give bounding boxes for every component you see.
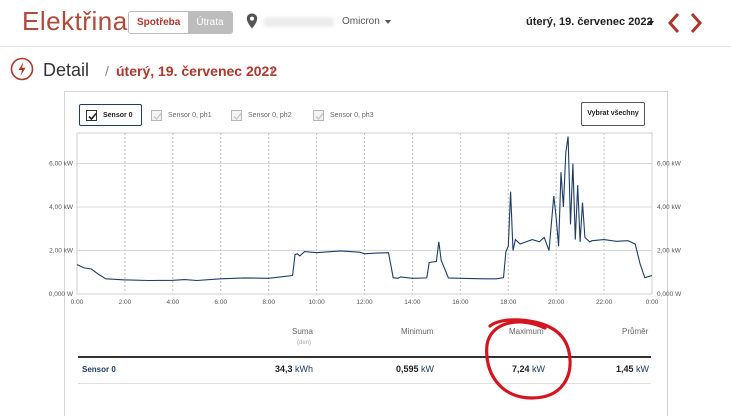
unit: kW (421, 364, 435, 374)
x-tick-label: 8:00 (262, 299, 275, 306)
table-header-line (78, 356, 651, 358)
series-line-sensor-0 (76, 136, 653, 282)
sensor-toggle-sensor-0[interactable]: Sensor 0 (79, 104, 142, 126)
header-divider (0, 46, 731, 47)
checkbox[interactable] (86, 109, 97, 121)
row-label-sensor-0: Sensor 0 (82, 365, 116, 374)
date-select[interactable]: úterý, 19. červenec 2022 (526, 16, 653, 28)
lightning-icon (10, 57, 34, 81)
plot-frame (76, 132, 653, 295)
value: 0,595 (396, 364, 419, 374)
value: 1,45 (616, 364, 634, 374)
col-header-minimum: Minimum (401, 327, 434, 336)
x-tick-label: 4:00 (167, 299, 180, 306)
checkmark-icon (233, 112, 242, 120)
prev-day-arrow-icon[interactable] (666, 12, 682, 34)
chevron-down-icon[interactable] (385, 20, 391, 24)
value: 34,3 (275, 364, 293, 374)
sensor-label: Sensor 0, ph2 (248, 111, 292, 119)
y-tick-label-left: 0,000 W (49, 291, 74, 298)
checkbox[interactable] (313, 109, 324, 121)
y-tick-label-right: 4,00 kW (657, 204, 682, 211)
unit: kW (636, 364, 650, 374)
x-tick-label: 6:00 (214, 299, 227, 306)
y-tick-label-right: 0,000 W (657, 291, 682, 298)
tab-spotreba[interactable]: Spotřeba (129, 12, 189, 33)
x-tick-label: 14:00 (404, 299, 421, 306)
chevron-down-icon[interactable] (648, 21, 654, 25)
value: 7,24 (512, 364, 530, 374)
checkmark-icon (315, 112, 324, 120)
checkbox[interactable] (151, 109, 162, 121)
breadcrumb-separator: / (105, 63, 109, 79)
sensor-label: Sensor 0 (103, 111, 133, 119)
cell-maximum: 7,24 kW (512, 364, 545, 374)
checkbox[interactable] (231, 109, 242, 121)
sensor-toggle-ph2[interactable]: Sensor 0, ph2 (231, 104, 292, 126)
breadcrumb-date[interactable]: úterý, 19. červenec 2022 (116, 63, 278, 79)
table-row-line (78, 383, 651, 384)
col-header-maximum: Maximum (509, 327, 544, 336)
breadcrumb-separator: / (270, 63, 274, 79)
col-subheader-den: (den) (297, 340, 312, 346)
checkmark-icon (88, 112, 97, 120)
x-tick-label: 16:00 (452, 299, 469, 306)
y-tick-label-left: 4,00 kW (49, 204, 74, 211)
sensor-toggle-ph1[interactable]: Sensor 0, ph1 (151, 104, 212, 126)
y-tick-label-right: 6,00 kW (657, 160, 682, 167)
x-tick-label: 2:00 (119, 299, 132, 306)
x-tick-label: 0:00 (71, 299, 84, 306)
y-tick-label-left: 2,00 kW (49, 247, 74, 254)
sensor-label: Sensor 0, ph3 (330, 111, 374, 119)
sensor-toggle-ph3[interactable]: Sensor 0, ph3 (313, 104, 374, 126)
cell-prumer: 1,45 kW (616, 364, 649, 374)
y-tick-label-left: 6,00 kW (49, 160, 74, 167)
col-header-suma: Suma (292, 327, 313, 336)
next-day-arrow-icon[interactable] (688, 12, 704, 34)
sensor-label: Sensor 0, ph1 (168, 111, 212, 119)
select-all-button[interactable]: Vybrat všechny (581, 102, 645, 126)
tab-utrata[interactable]: Útrata (188, 12, 232, 33)
checkmark-icon (153, 112, 162, 120)
location-select[interactable]: Omicron (342, 16, 380, 27)
x-tick-label: 18:00 (500, 299, 517, 306)
cell-minimum: 0,595 kW (396, 364, 434, 374)
y-tick-label-right: 2,00 kW (657, 247, 682, 254)
cell-suma: 34,3 kWh (275, 364, 313, 374)
y-axis-right: 0,000 W 2,00 kW 4,00 kW 6,00 kW (657, 160, 682, 298)
location-redacted (264, 17, 334, 27)
location-pin-icon (246, 13, 258, 29)
mode-tabs: Spotřeba Útrata (128, 11, 233, 34)
unit: kW (532, 364, 546, 374)
grid-horizontal (77, 162, 652, 251)
x-tick-label: 12:00 (356, 299, 373, 306)
x-tick-label: 20:00 (548, 299, 565, 306)
app-title: Elektřina (22, 6, 128, 36)
y-axis-left: 0,000 W 2,00 kW 4,00 kW 6,00 kW (49, 160, 74, 298)
x-tick-label: 22:00 (596, 299, 613, 306)
unit: kWh (295, 364, 314, 374)
page-title: Detail (43, 60, 90, 80)
x-tick-label: 10:00 (308, 299, 325, 306)
x-axis: 0:00 2:00 4:00 6:00 8:00 10:00 12:00 14:00 16:00… (71, 299, 659, 306)
col-header-prumer: Průměr (622, 327, 649, 336)
x-tick-label: 0:00 (646, 299, 659, 306)
